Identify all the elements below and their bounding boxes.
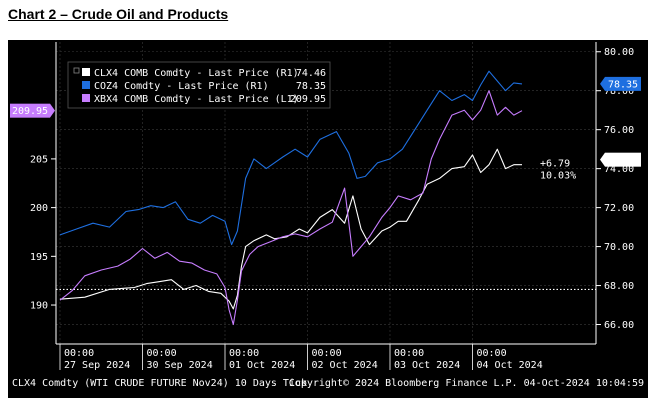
legend-toggle-icon bbox=[73, 67, 80, 74]
right-axis-tick-label: 80.00 bbox=[604, 47, 634, 58]
legend-entry-label: XBX4 COMB Comdty - Last Price (L1) bbox=[94, 94, 299, 105]
x-axis-time-label: 00:00 bbox=[312, 348, 342, 359]
left-axis-tick-label: 195 bbox=[30, 252, 48, 263]
series-line-3 bbox=[59, 90, 523, 326]
value-tag bbox=[605, 76, 641, 91]
right-axis-tick-label: 76.00 bbox=[604, 125, 634, 136]
x-axis-date-label: 01 Oct 2024 bbox=[229, 360, 295, 371]
right-axis-tick-label: 72.00 bbox=[604, 203, 634, 214]
value-tag-label: 209.95 bbox=[12, 106, 48, 117]
x-axis-time-label: 00:00 bbox=[229, 348, 259, 359]
series-line-1 bbox=[59, 148, 522, 310]
legend-box bbox=[67, 61, 331, 109]
x-axis-date-label: 02 Oct 2024 bbox=[312, 360, 378, 371]
right-axis-tick-label: 74.00 bbox=[604, 164, 634, 175]
footer-left-text: CLX4 Comdty (WTI CRUDE FUTURE Nov24) 10 … bbox=[12, 378, 307, 389]
right-axis-tick-label: 70.00 bbox=[604, 242, 634, 253]
legend-entry-value: 209.95 bbox=[290, 94, 326, 105]
right-axis-tick-label: 78.00 bbox=[604, 86, 634, 97]
legend-entry-label: COZ4 Comdty - Last Price (R1) bbox=[94, 81, 269, 92]
legend-swatch bbox=[82, 68, 90, 76]
value-tag-pointer bbox=[50, 103, 55, 118]
left-axis-tick-label: 200 bbox=[30, 203, 48, 214]
legend-entry-label: CLX4 COMB Comdty - Last Price (R1) bbox=[94, 68, 299, 79]
x-axis-time-label: 00:00 bbox=[147, 348, 177, 359]
legend-swatch bbox=[82, 94, 90, 102]
x-axis-date-label: 04 Oct 2024 bbox=[477, 360, 543, 371]
x-axis-date-label: 30 Sep 2024 bbox=[147, 360, 213, 371]
chart-title: Chart 2 – Crude Oil and Products bbox=[8, 6, 229, 22]
x-axis-date-label: 27 Sep 2024 bbox=[64, 360, 130, 371]
x-axis-time-label: 00:00 bbox=[477, 348, 507, 359]
value-tag bbox=[605, 152, 641, 167]
value-tag-pointer bbox=[600, 152, 605, 167]
x-axis-date-label: 03 Oct 2024 bbox=[394, 360, 460, 371]
x-axis-time-label: 00:00 bbox=[64, 348, 94, 359]
value-tag-label: 78.35 bbox=[608, 79, 638, 90]
legend-swatch bbox=[82, 81, 90, 89]
value-tag-label: 74.46 bbox=[608, 155, 638, 166]
left-axis-tick-label: 205 bbox=[30, 154, 48, 165]
legend-entry-value: 74.46 bbox=[296, 68, 326, 79]
series-line-2 bbox=[59, 70, 523, 246]
value-tag bbox=[10, 103, 50, 118]
right-axis-tick-label: 68.00 bbox=[604, 281, 634, 292]
annotation-percent: 10.03% bbox=[540, 171, 576, 182]
right-axis-tick-label: 66.00 bbox=[604, 320, 634, 331]
value-tag-pointer bbox=[600, 76, 605, 91]
left-axis-tick-label: 190 bbox=[30, 301, 48, 312]
x-axis-time-label: 00:00 bbox=[394, 348, 424, 359]
legend-entry-value: 78.35 bbox=[296, 81, 326, 92]
annotation-change: +6.79 bbox=[540, 159, 570, 170]
footer-right-text: Copyright© 2024 Bloomberg Finance L.P. 0… bbox=[289, 378, 644, 389]
